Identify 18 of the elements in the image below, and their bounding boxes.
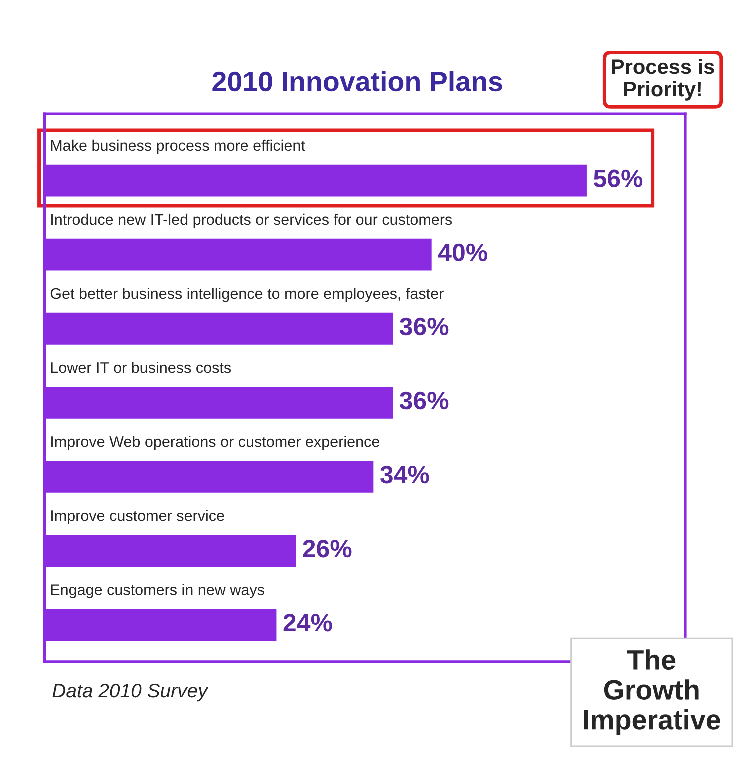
- data-label: 26%: [303, 540, 352, 558]
- y-tick-label: Improve customer service: [52, 510, 224, 524]
- y-tick-label: Improve Web operations or customer experience: [52, 436, 380, 450]
- y-tick-label: Engage customers in new ways: [51, 584, 264, 598]
- text: Process is Priority!: [612, 58, 714, 101]
- data-label: 36%: [400, 392, 449, 410]
- y-tick-label: Lower IT or business costs: [51, 362, 232, 374]
- chart-title: 2010 Innovation Plans: [212, 71, 502, 92]
- text: Data 2010 Survey: [52, 684, 209, 702]
- data-label: 36%: [400, 318, 449, 336]
- data-label: 40%: [438, 244, 488, 262]
- y-tick-label: Make business process more efficient: [51, 140, 306, 154]
- y-tick-label: Introduce new IT-led products or services for our customers: [52, 214, 452, 228]
- data-label: 34%: [380, 466, 430, 484]
- annotation: The Growth Imperative: [584, 650, 720, 736]
- y-tick-label: Get better business intelligence to more employees, faster: [50, 288, 444, 302]
- data-label: 24%: [284, 614, 332, 632]
- data-label: 56%: [594, 170, 643, 188]
